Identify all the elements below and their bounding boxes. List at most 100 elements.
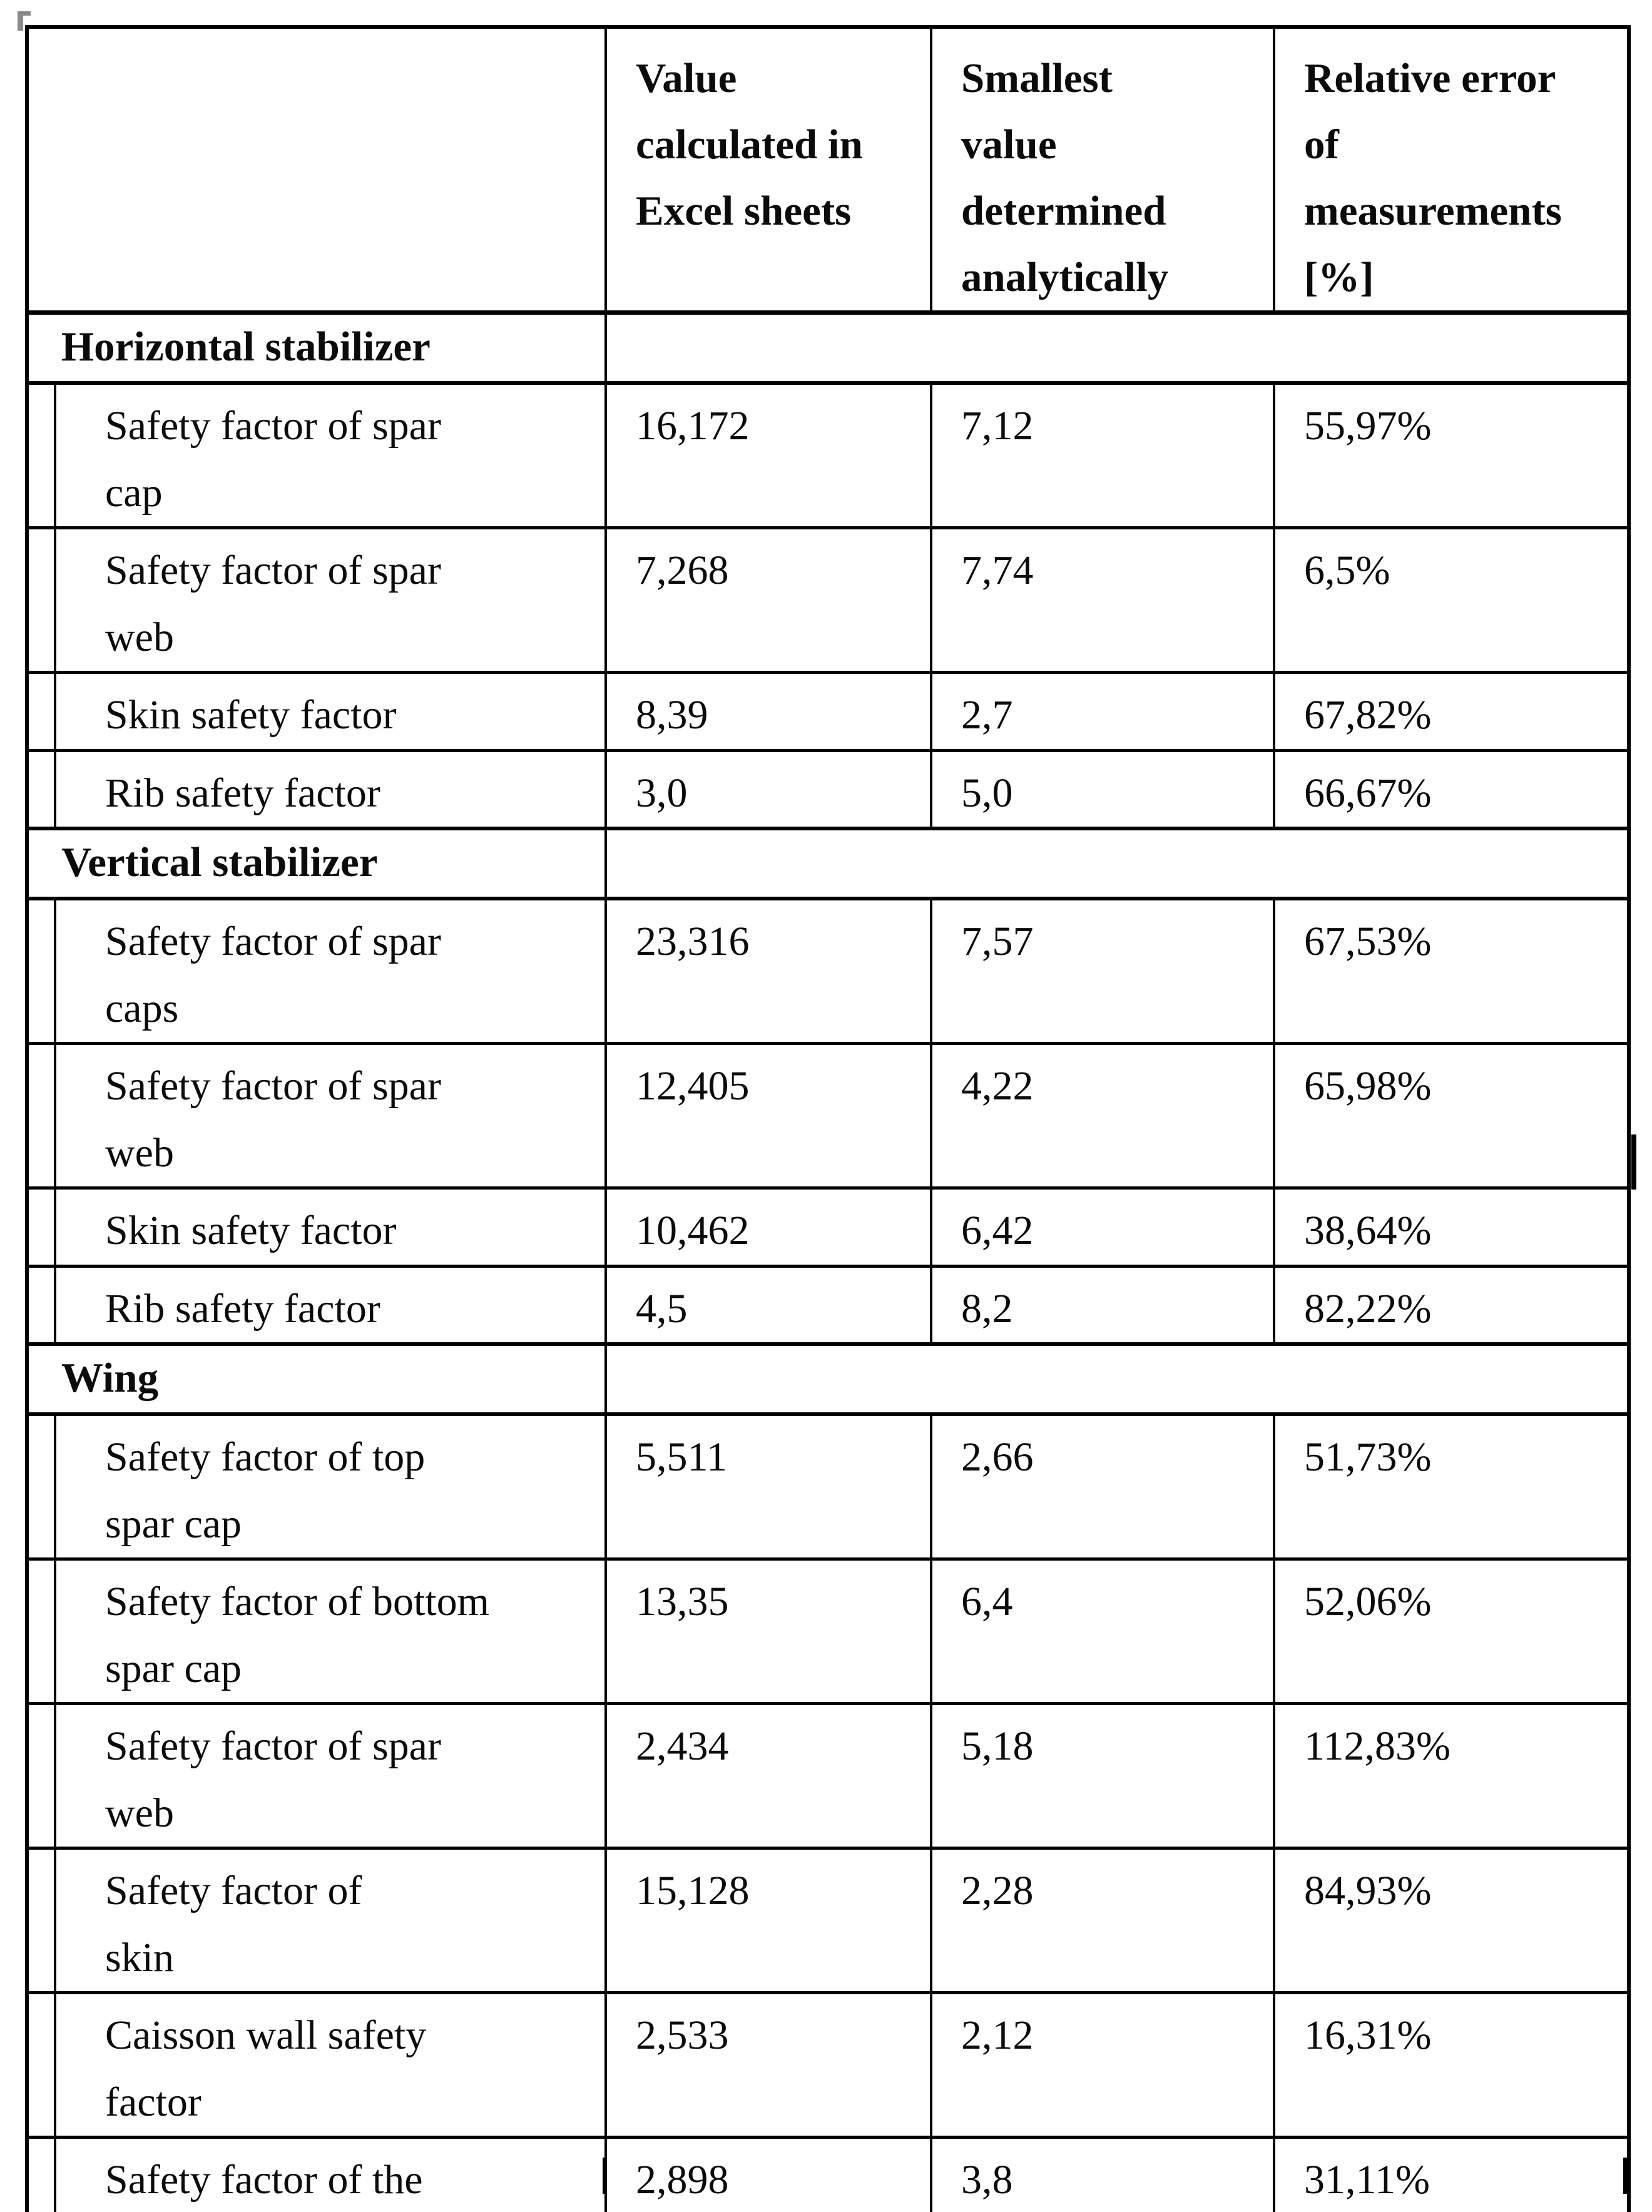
value-error: 112,83%: [1273, 1702, 1630, 1850]
table-row: Skin safety factor 10,462 6,42 38,64%: [26, 1186, 1630, 1268]
value-excel: 2,898: [604, 2136, 932, 2212]
section-row-wing: Wing: [26, 1342, 1630, 1416]
value-analytical: 6,42: [930, 1186, 1275, 1268]
value-excel: 13,35: [604, 1557, 932, 1705]
indent-cell: [26, 1042, 56, 1190]
row-label: Safety factor of skin: [54, 1847, 607, 1994]
value-error: 67,53%: [1273, 897, 1630, 1045]
value-analytical: 7,74: [930, 526, 1275, 674]
value-analytical: 7,12: [930, 381, 1275, 529]
value-analytical: 2,7: [930, 671, 1275, 752]
header-col-value-excel: Value calculated in Excel sheets: [604, 25, 932, 315]
value-analytical: 2,12: [930, 1991, 1275, 2139]
indent-cell: [26, 1847, 56, 1994]
value-excel: 2,533: [604, 1991, 932, 2139]
value-error: 82,22%: [1273, 1265, 1630, 1346]
row-label: Safety factor of top spar cap: [54, 1412, 607, 1561]
table-border-stub: [25, 2158, 29, 2194]
value-error: 84,93%: [1273, 1847, 1630, 1994]
header-empty-cell: [26, 25, 607, 315]
row-label: Safety factor of spar web: [54, 1702, 607, 1850]
value-excel: 3,0: [604, 749, 932, 830]
table-row: Skin safety factor 8,39 2,7 67,82%: [26, 671, 1630, 752]
table-row: Safety factor of spar caps 23,316 7,57 6…: [26, 897, 1630, 1045]
indent-cell: [26, 1557, 56, 1705]
value-error: 66,67%: [1273, 749, 1630, 830]
row-label: Rib safety factor: [54, 1265, 607, 1346]
indent-cell: [26, 381, 56, 529]
value-error: 16,31%: [1273, 1991, 1630, 2139]
indent-cell: [26, 526, 56, 674]
row-label: Safety factor of bottom spar cap: [54, 1557, 607, 1705]
indent-cell: [26, 1702, 56, 1850]
value-error: 55,97%: [1273, 381, 1630, 529]
value-excel: 10,462: [604, 1186, 932, 1268]
section-row-horizontal-stabilizer: Horizontal stabilizer: [26, 310, 1630, 385]
table-border-stub: [603, 2158, 605, 2194]
section-row-vertical-stabilizer: Vertical stabilizer: [26, 827, 1630, 900]
indent-cell: [26, 1265, 56, 1346]
row-label: Caisson wall safety factor: [54, 1991, 607, 2139]
value-analytical: 6,4: [930, 1557, 1275, 1705]
value-excel: 12,405: [604, 1042, 932, 1190]
table-row: Safety factor of top spar cap 5,511 2,66…: [26, 1412, 1630, 1561]
row-label: Skin safety factor: [54, 671, 607, 752]
value-error: 51,73%: [1273, 1412, 1630, 1561]
table-row: Safety factor of bottom spar cap 13,35 6…: [26, 1557, 1630, 1705]
section-title: Vertical stabilizer: [26, 827, 607, 900]
section-title: Horizontal stabilizer: [26, 310, 607, 385]
value-analytical: 7,57: [930, 897, 1275, 1045]
value-analytical: 2,28: [930, 1847, 1275, 1994]
section-empty-cell: [604, 827, 1630, 900]
row-label: Safety factor of spar web: [54, 1042, 607, 1190]
table-row: Safety factor of the wall of the closing…: [26, 2136, 1630, 2212]
value-analytical: 5,18: [930, 1702, 1275, 1850]
indent-cell: [26, 2136, 56, 2212]
header-col-smallest-analytical: Smallest value determined analytically: [930, 25, 1275, 315]
table-row: Safety factor of spar web 12,405 4,22 65…: [26, 1042, 1630, 1190]
row-label: Safety factor of spar caps: [54, 897, 607, 1045]
table-row: Rib safety factor 3,0 5,0 66,67%: [26, 749, 1630, 830]
indent-cell: [26, 1186, 56, 1268]
value-error: 65,98%: [1273, 1042, 1630, 1190]
value-excel: 5,511: [604, 1412, 932, 1561]
row-label: Safety factor of spar web: [54, 526, 607, 674]
table-row: Rib safety factor 4,5 8,2 82,22%: [26, 1265, 1630, 1346]
header-col-relative-error: Relative error of measurements [%]: [1273, 25, 1630, 315]
table-row: Safety factor of spar cap 16,172 7,12 55…: [26, 381, 1630, 529]
table-row: Safety factor of spar web 2,434 5,18 112…: [26, 1702, 1630, 1850]
table-row: Safety factor of skin 15,128 2,28 84,93%: [26, 1847, 1630, 1994]
row-label: Safety factor of the wall of the closing…: [54, 2136, 607, 2212]
row-label: Rib safety factor: [54, 749, 607, 830]
table-anchor-artifact: [18, 11, 31, 31]
value-analytical: 3,8: [930, 2136, 1275, 2212]
value-excel: 7,268: [604, 526, 932, 674]
indent-cell: [26, 749, 56, 830]
table-header-row: Value calculated in Excel sheets Smalles…: [26, 25, 1630, 315]
table-row: Caisson wall safety factor 2,533 2,12 16…: [26, 1991, 1630, 2139]
indent-cell: [26, 1412, 56, 1561]
value-error: 31,11%: [1273, 2136, 1630, 2212]
value-error: 38,64%: [1273, 1186, 1630, 1268]
table-row: Safety factor of spar web 7,268 7,74 6,5…: [26, 526, 1630, 674]
section-empty-cell: [604, 1342, 1630, 1416]
indent-cell: [26, 1991, 56, 2139]
value-error: 67,82%: [1273, 671, 1630, 752]
value-analytical: 8,2: [930, 1265, 1275, 1346]
value-excel: 15,128: [604, 1847, 932, 1994]
value-excel: 8,39: [604, 671, 932, 752]
value-error: 52,06%: [1273, 1557, 1630, 1705]
indent-cell: [26, 671, 56, 752]
indent-cell: [26, 897, 56, 1045]
section-title: Wing: [26, 1342, 607, 1416]
value-excel: 2,434: [604, 1702, 932, 1850]
section-empty-cell: [604, 310, 1630, 385]
value-excel: 4,5: [604, 1265, 932, 1346]
value-excel: 23,316: [604, 897, 932, 1045]
value-analytical: 4,22: [930, 1042, 1275, 1190]
value-excel: 16,172: [604, 381, 932, 529]
row-label: Safety factor of spar cap: [54, 381, 607, 529]
value-error: 6,5%: [1273, 526, 1630, 674]
value-analytical: 2,66: [930, 1412, 1275, 1561]
